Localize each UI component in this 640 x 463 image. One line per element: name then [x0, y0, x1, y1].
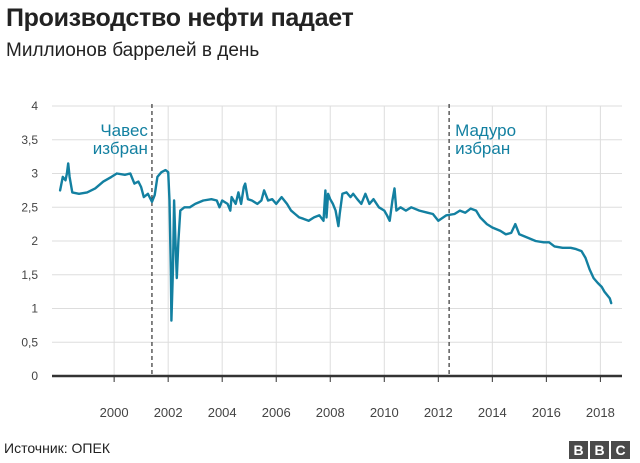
- x-tick-label: 2006: [262, 405, 291, 420]
- event-annotation-label: избран: [93, 139, 148, 158]
- y-tick-label: 0,5: [21, 335, 38, 349]
- x-tick-label: 2014: [478, 405, 507, 420]
- production-series-line: [58, 162, 613, 322]
- event-annotation-label: Чавес: [100, 121, 148, 140]
- y-tick-label: 0: [31, 369, 38, 383]
- x-tick-label: 2010: [370, 405, 399, 420]
- y-tick-label: 2,5: [21, 200, 38, 214]
- x-tick-label: 2000: [100, 405, 129, 420]
- y-tick-label: 4: [31, 99, 38, 113]
- chart-title: Производство нефти падает: [6, 4, 354, 32]
- x-tick-label: 2018: [586, 405, 615, 420]
- x-tick-label: 2016: [532, 405, 561, 420]
- x-tick-label: 2012: [424, 405, 453, 420]
- x-tick-label: 2002: [154, 405, 183, 420]
- bbc-logo: B B C: [569, 441, 630, 459]
- source-note: Источник: ОПЕК: [4, 440, 110, 456]
- y-tick-label: 1: [31, 302, 38, 316]
- bbc-logo-letter: B: [569, 441, 588, 459]
- bbc-logo-letter: B: [590, 441, 609, 459]
- x-tick-label: 2004: [208, 405, 237, 420]
- chart-subtitle: Миллионов баррелей в день: [6, 40, 260, 61]
- x-tick-label: 2008: [316, 405, 345, 420]
- y-tick-label: 1,5: [21, 268, 38, 282]
- bbc-logo-letter: C: [611, 441, 630, 459]
- y-tick-label: 2: [31, 234, 38, 248]
- y-tick-label: 3,5: [21, 133, 38, 147]
- event-annotation-label: Мадуро: [455, 121, 516, 140]
- event-annotation-label: избран: [455, 139, 510, 158]
- y-tick-label: 3: [31, 167, 38, 181]
